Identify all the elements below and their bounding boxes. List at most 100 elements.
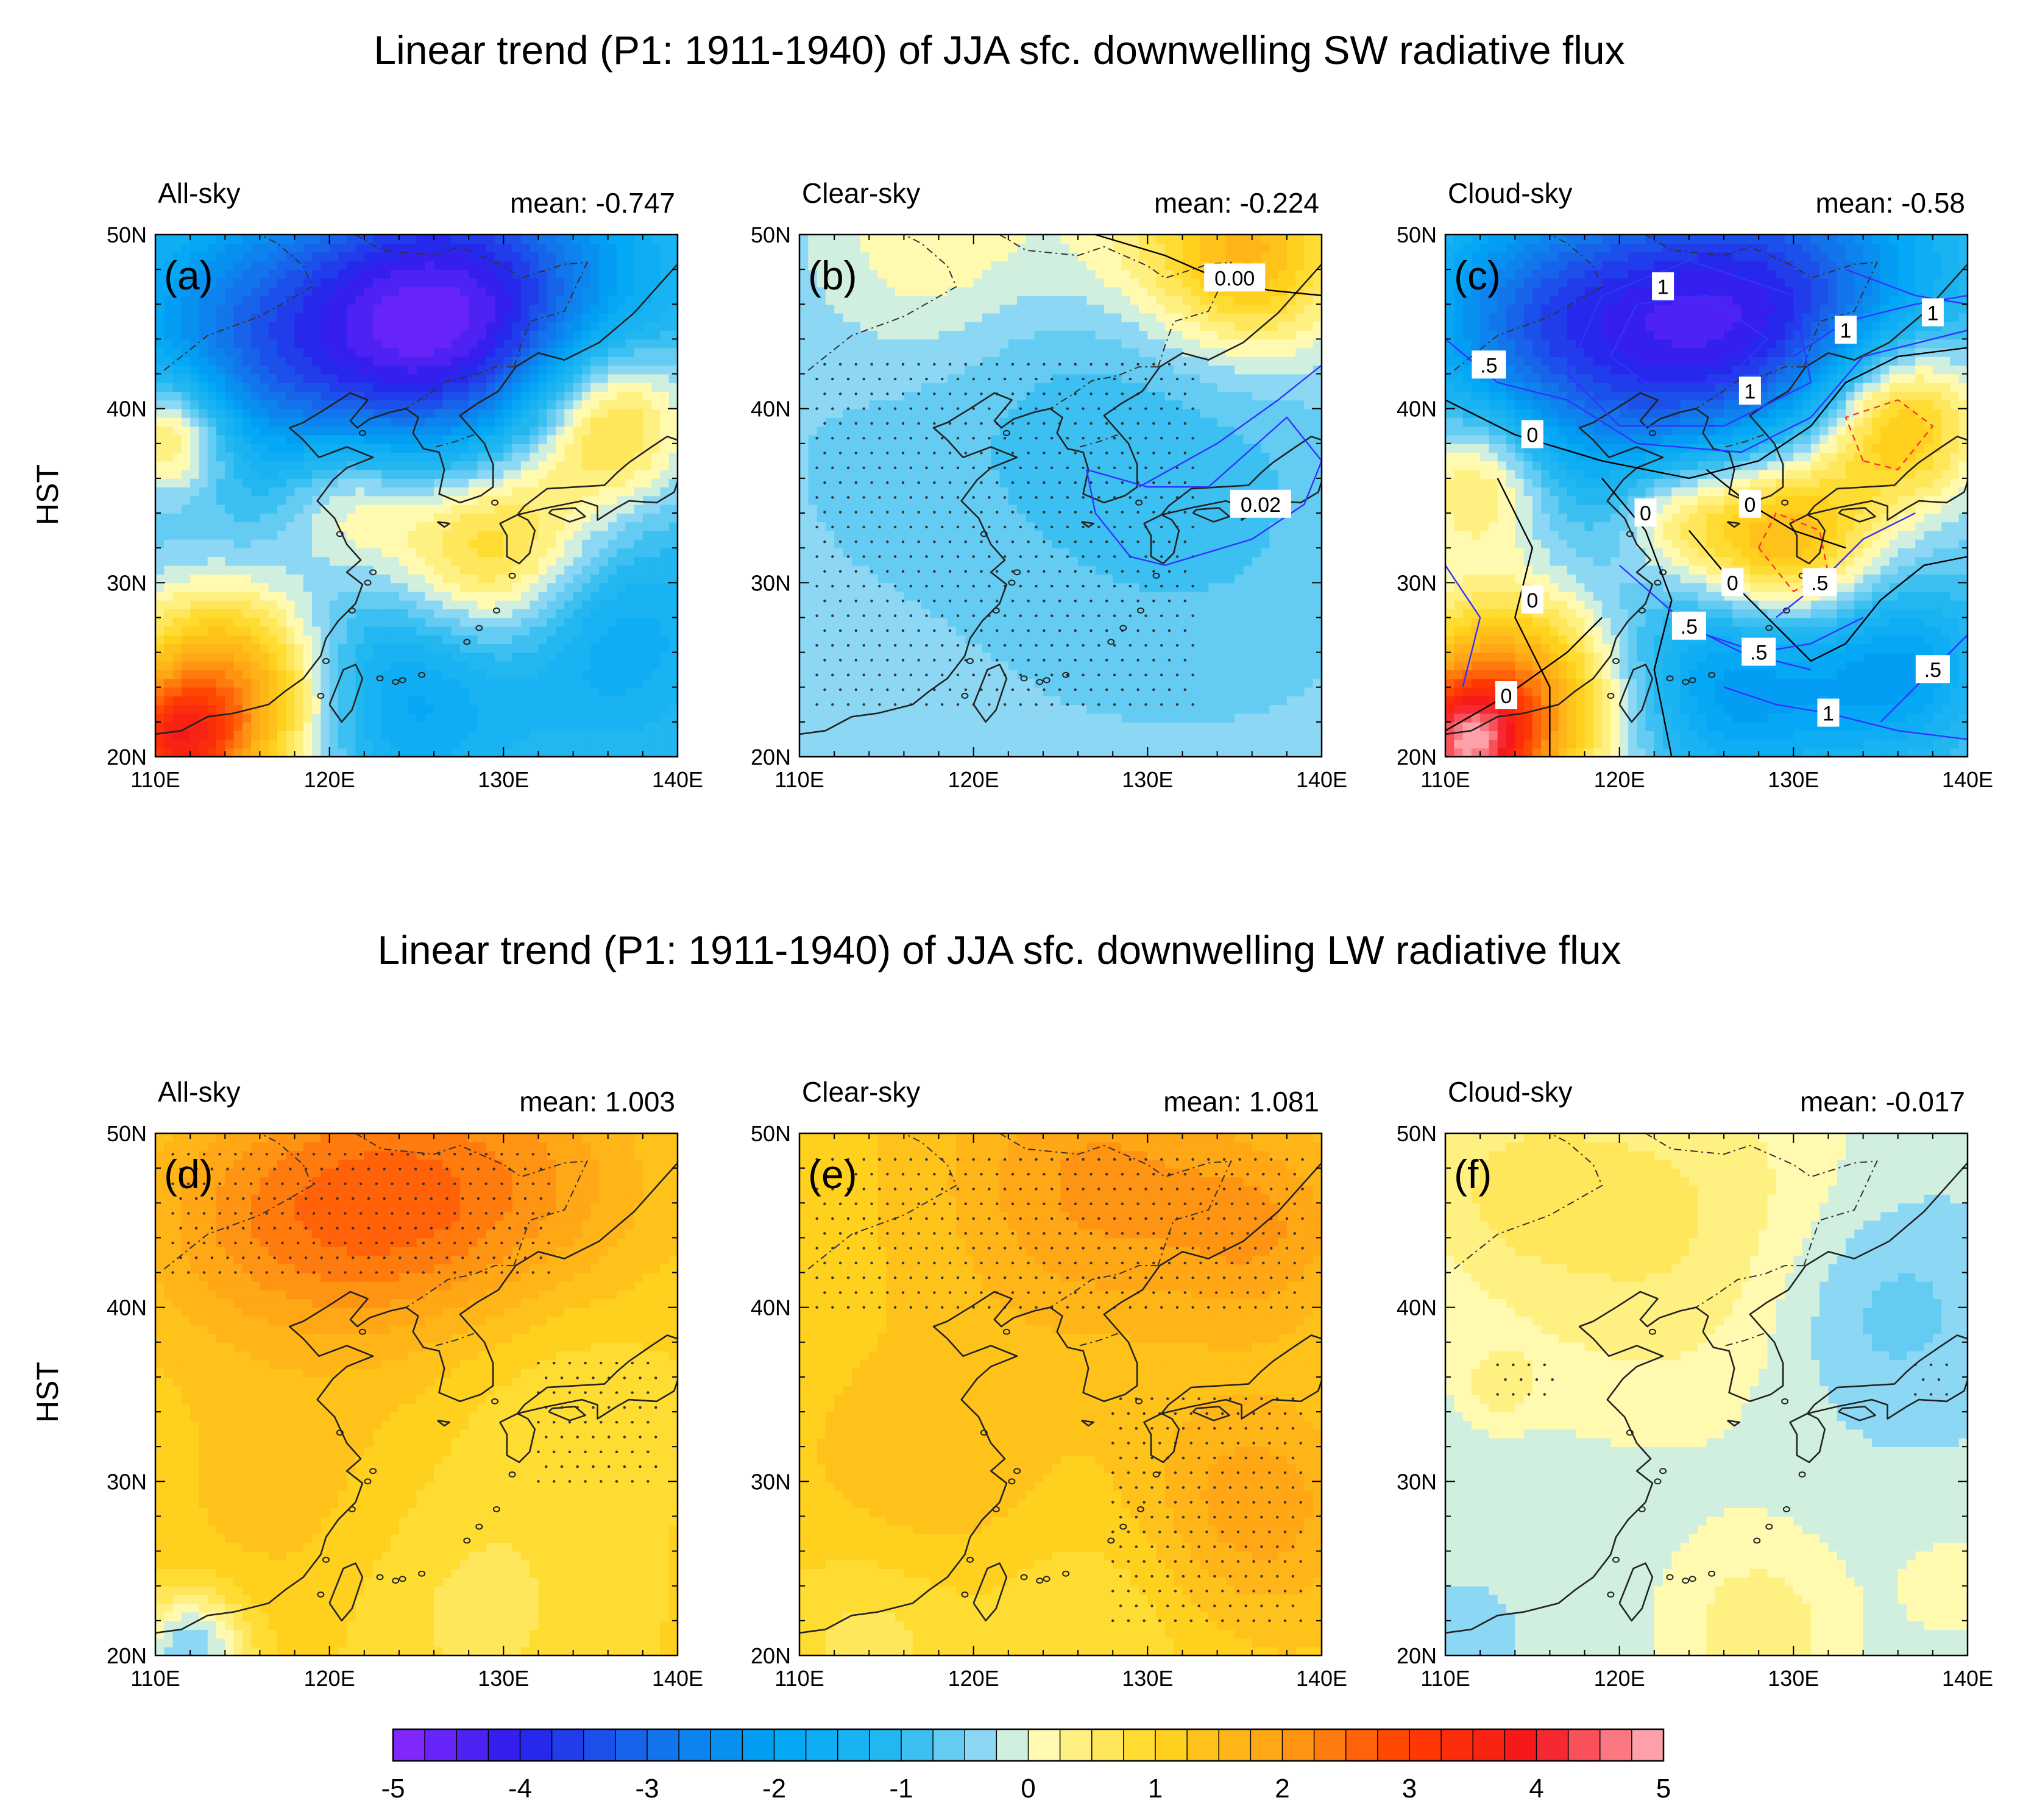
- map-c: [1445, 235, 1968, 735]
- colorbar-bin: [583, 1729, 616, 1762]
- panel-mean-f: mean: -0.017: [1800, 1086, 1965, 1117]
- field-a: [155, 235, 678, 757]
- colorbar: -5 -4 -3 -2 -1 0 1 2 3 4 5: [381, 1728, 1671, 1804]
- panel-mean-c: mean: -0.58: [1816, 187, 1965, 219]
- contour-label-c-0: 1: [1657, 276, 1669, 299]
- panel-mean-b: mean: -0.224: [1154, 187, 1319, 219]
- ytick-label: 30N: [751, 1469, 791, 1494]
- colorbar-bin: [487, 1729, 521, 1762]
- panel-label-f: (f): [1454, 1152, 1492, 1197]
- contour-label-c-11: .5: [1681, 615, 1698, 639]
- contour-c-5: [1445, 347, 1968, 480]
- ytick-label: 40N: [1397, 397, 1437, 422]
- panel-f: 110E 120E 130E 140E 20N 30N 40N 50N Cloud-sky mea…: [1397, 1076, 1993, 1691]
- ytick-label: 40N: [107, 397, 147, 422]
- colorbar-bin: [964, 1729, 997, 1762]
- colorbar-bin: [1536, 1729, 1569, 1762]
- ytick-label: 50N: [1397, 1121, 1437, 1146]
- xtick-label: 130E: [478, 1666, 529, 1691]
- ticks-c: 110E 120E 130E 140E 20N 30N 40N 50N: [1397, 222, 1993, 792]
- contour-c-18: [1758, 512, 1829, 593]
- panels: 110E 120E 130E 140E 20N 30N 40N 50N All-sky mean:…: [107, 177, 1993, 1691]
- ytick-label: 50N: [107, 1121, 147, 1146]
- xtick-label: 120E: [1594, 1666, 1645, 1691]
- xtick-label: 130E: [1768, 767, 1819, 792]
- ylabel-top: HST: [30, 464, 65, 525]
- panel-b: 0.00 0.02 110E 120E 130E 140E 20N 30N 40N 50N Clea…: [751, 177, 1347, 792]
- contour-c-9: [1706, 469, 1846, 549]
- colorbar-bin: [1091, 1729, 1124, 1762]
- map-b: [799, 235, 1322, 735]
- field-d: [155, 1133, 678, 1655]
- xtick-label: 140E: [1296, 1666, 1347, 1691]
- colorbar-tick-label: 0: [1021, 1774, 1035, 1804]
- map-a: [155, 235, 678, 735]
- colorbar-bin: [869, 1729, 902, 1762]
- ytick-label: 40N: [751, 397, 791, 422]
- stipple-e-1: [1111, 1397, 1302, 1623]
- contour-c-7: [1601, 478, 1673, 757]
- stipple-b-0: [815, 363, 1194, 706]
- xtick-label: 110E: [774, 767, 824, 792]
- colorbar-bin: [1313, 1729, 1347, 1762]
- contour-label-c-15: .5: [1750, 642, 1767, 665]
- contour-c-4: [1445, 329, 1968, 453]
- colorbar-bin: [1440, 1729, 1474, 1762]
- colorbar-bin: [551, 1729, 584, 1762]
- colorbar-bin: [1250, 1729, 1283, 1762]
- contour-c-16: [1445, 565, 1481, 687]
- contour-c-12: [1776, 512, 1916, 618]
- panel-e: 110E 120E 130E 140E 20N 30N 40N 50N Clear-sky mea…: [751, 1076, 1347, 1691]
- xtick-label: 140E: [1296, 767, 1347, 792]
- colorbar-bin: [1027, 1729, 1061, 1762]
- colorbar-bin: [1377, 1729, 1411, 1762]
- contour-label-c-8: 0: [1727, 572, 1738, 595]
- contour-label-c-13: .5: [1924, 659, 1941, 682]
- colorbar-bin: [996, 1729, 1029, 1762]
- ytick-label: 40N: [107, 1295, 147, 1320]
- ytick-label: 20N: [1397, 1643, 1437, 1668]
- map-e: [799, 1133, 1322, 1634]
- ytick-label: 30N: [107, 570, 147, 595]
- ytick-label: 30N: [751, 570, 791, 595]
- colorbar-tick-label: -4: [508, 1774, 532, 1804]
- xtick-label: 130E: [1122, 1666, 1173, 1691]
- xtick-label: 110E: [774, 1666, 824, 1691]
- colorbar-bin: [1059, 1729, 1093, 1762]
- ticks-d: 110E 120E 130E 140E 20N 30N 40N 50N: [107, 1121, 703, 1691]
- colorbar-bin: [424, 1729, 458, 1762]
- ytick-label: 50N: [751, 222, 791, 247]
- panel-title-d: All-sky: [158, 1076, 240, 1108]
- contour-label-c-10: 0: [1501, 685, 1512, 708]
- colorbar-tick-label: -2: [762, 1774, 786, 1804]
- contour-label-c-3: 1: [1927, 302, 1938, 325]
- ytick-label: 30N: [107, 1469, 147, 1494]
- colorbar-bin: [932, 1729, 966, 1762]
- ytick-label: 20N: [107, 745, 147, 770]
- ticks-b: 110E 120E 130E 140E 20N 30N 40N 50N: [751, 222, 1347, 792]
- colorbar-bin: [1472, 1729, 1506, 1762]
- colorbar-bin: [1409, 1729, 1442, 1762]
- colorbar-bin: [647, 1729, 680, 1762]
- xtick-label: 140E: [1942, 767, 1993, 792]
- colorbar-bin: [1155, 1729, 1188, 1762]
- contour-label-c-14: 1: [1823, 703, 1834, 726]
- stipple-e-0: [815, 1158, 1304, 1309]
- colorbar-bin: [1345, 1729, 1378, 1762]
- panel-mean-a: mean: -0.747: [510, 187, 675, 219]
- panel-c: 1 1 1 1 .5 0 0 0 0 0 0 .5 .5 .5 1 .5 110E 120E 130E 140E 20N…: [1397, 177, 1993, 792]
- contour-label-c-9: 0: [1744, 494, 1756, 517]
- xtick-label: 140E: [652, 767, 703, 792]
- colorbar-tick-label: 3: [1402, 1774, 1417, 1804]
- stipple-f-1: [1914, 1363, 1948, 1396]
- xtick-label: 120E: [304, 767, 355, 792]
- map-f: [1445, 1133, 1968, 1634]
- field-f: [1445, 1133, 1968, 1655]
- xtick-label: 120E: [948, 767, 999, 792]
- panel-d: 110E 120E 130E 140E 20N 30N 40N 50N All-sky mean:…: [107, 1076, 703, 1691]
- xtick-label: 130E: [1122, 767, 1173, 792]
- ticks-f: 110E 120E 130E 140E 20N 30N 40N 50N: [1397, 1121, 1993, 1691]
- panel-a: 110E 120E 130E 140E 20N 30N 40N 50N All-sky mean:…: [107, 177, 703, 792]
- xtick-label: 120E: [1594, 767, 1645, 792]
